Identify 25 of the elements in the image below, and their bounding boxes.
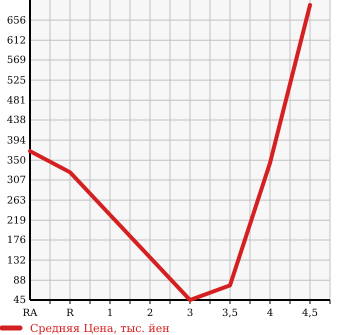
y-tick-label: 88 [13,276,26,287]
y-tick-label: 438 [6,115,26,126]
y-tick-label: 656 [6,15,26,26]
legend-label: Средняя Цена, тыс. йен [30,322,170,335]
line-series [28,3,312,302]
x-tick-label: RA [22,308,38,319]
y-tick-label: 612 [6,36,26,47]
y-tick-label: 45 [13,295,26,306]
x-tick-label: 1 [106,308,114,319]
y-tick-label: 350 [6,156,26,167]
y-tick-label: 263 [6,195,26,206]
y-tick-label: 132 [6,255,26,266]
x-tick-label: 4,5 [302,308,318,319]
y-tick-label: 569 [6,55,26,66]
x-tick-label: R [66,308,74,319]
y-tick-label: 525 [6,75,26,86]
y-tick-label: 307 [6,175,26,186]
x-tick-label: 2 [146,308,154,319]
y-tick-label: 481 [6,96,26,107]
y-tick-label: 394 [6,135,26,146]
x-tick-label: 3,5 [222,308,238,319]
y-tick-label: 176 [6,235,26,246]
x-tick-label: 3 [186,308,194,319]
y-tick-label: 219 [6,216,26,227]
x-tick-label: 4 [266,308,274,319]
